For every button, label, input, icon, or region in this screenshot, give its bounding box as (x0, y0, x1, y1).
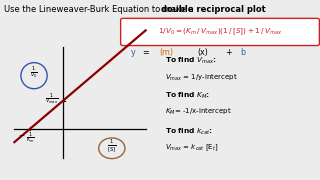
Text: $\frac{1}{V_{max}}$: $\frac{1}{V_{max}}$ (45, 92, 58, 107)
Text: To find $k_{cat}$:: To find $k_{cat}$: (165, 127, 213, 137)
Text: +: + (226, 48, 232, 57)
Text: Use the Lineweaver-Burk Equation to make a: Use the Lineweaver-Burk Equation to make… (4, 5, 196, 14)
Text: =: = (142, 48, 149, 57)
Text: (x): (x) (198, 48, 209, 57)
Text: To find $K_M$:: To find $K_M$: (165, 91, 210, 101)
Text: (m): (m) (159, 48, 173, 57)
Text: b: b (241, 48, 246, 57)
Text: $1/V_0 = (K_m\,/\,V_{max})(1\,/\,[S]) + 1\,/\,V_{max}$: $1/V_0 = (K_m\,/\,V_{max})(1\,/\,[S]) + … (158, 26, 283, 37)
Text: y: y (131, 48, 135, 57)
Text: $V_{max}$ = 1/y-intercept: $V_{max}$ = 1/y-intercept (165, 72, 238, 82)
Text: $V_{max}$ = $k_{cat}$ [E$_t$]: $V_{max}$ = $k_{cat}$ [E$_t$] (165, 142, 218, 153)
Text: To find $V_{max}$:: To find $V_{max}$: (165, 56, 217, 66)
Text: $K_M$= -1/x-intercept: $K_M$= -1/x-intercept (165, 107, 231, 117)
Text: $-\;\frac{1}{K_m}$: $-\;\frac{1}{K_m}$ (19, 131, 36, 146)
Text: double reciprocal plot: double reciprocal plot (161, 5, 266, 14)
Text: $\frac{1}{[S]}$: $\frac{1}{[S]}$ (107, 137, 116, 154)
Text: $\frac{1}{v_0}$: $\frac{1}{v_0}$ (30, 64, 38, 80)
